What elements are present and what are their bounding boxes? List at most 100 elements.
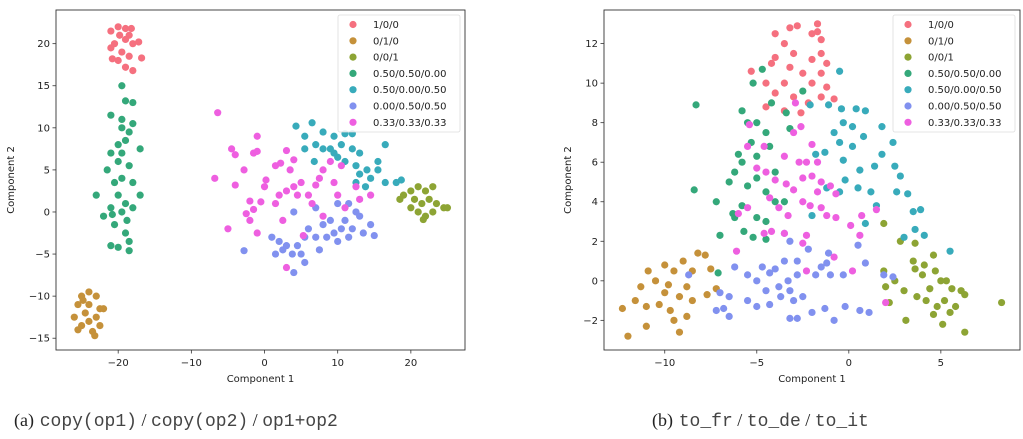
data-point bbox=[791, 99, 800, 107]
data-point bbox=[121, 97, 130, 105]
data-point bbox=[780, 40, 788, 48]
data-point bbox=[121, 229, 130, 237]
data-point bbox=[348, 225, 356, 233]
data-point bbox=[753, 152, 761, 160]
data-point bbox=[734, 150, 742, 158]
data-point bbox=[766, 269, 774, 277]
legend-marker bbox=[349, 69, 357, 77]
legend-label: 0/1/0 bbox=[373, 36, 399, 47]
data-point bbox=[771, 30, 779, 38]
caption-code: to_fr bbox=[678, 412, 733, 432]
legend-box bbox=[337, 14, 461, 133]
data-point bbox=[374, 166, 382, 174]
data-point bbox=[683, 312, 691, 320]
data-point bbox=[758, 65, 766, 73]
legend-marker bbox=[349, 53, 357, 61]
legend-label: 0.50/0.00/0.50 bbox=[373, 85, 447, 96]
data-point bbox=[817, 49, 825, 58]
data-point bbox=[361, 183, 370, 191]
data-point bbox=[136, 191, 144, 199]
legend-marker bbox=[349, 102, 357, 110]
data-point bbox=[308, 199, 316, 208]
data-point bbox=[817, 69, 825, 77]
data-point bbox=[716, 231, 724, 239]
data-point bbox=[701, 251, 709, 259]
data-point bbox=[129, 178, 137, 187]
data-point bbox=[806, 101, 814, 109]
data-point bbox=[771, 176, 779, 184]
data-point bbox=[92, 313, 100, 321]
data-point bbox=[664, 281, 673, 289]
data-point bbox=[118, 82, 126, 90]
legend-marker bbox=[349, 37, 357, 45]
legend-label: 0.00/0.50/0.50 bbox=[373, 102, 447, 113]
data-point bbox=[308, 119, 316, 127]
data-point bbox=[856, 306, 864, 315]
legend-label: 0/1/0 bbox=[928, 36, 954, 47]
data-point bbox=[771, 168, 779, 176]
data-point bbox=[854, 184, 862, 192]
data-point bbox=[279, 216, 287, 224]
data-point bbox=[443, 204, 452, 212]
data-point bbox=[618, 304, 627, 313]
data-point bbox=[797, 109, 805, 117]
data-point bbox=[282, 242, 291, 250]
data-point bbox=[762, 103, 770, 111]
data-point bbox=[123, 216, 131, 224]
data-point bbox=[92, 292, 100, 300]
legend-marker bbox=[904, 37, 912, 45]
caption-sep: / bbox=[732, 410, 747, 430]
caption-code: copy(op2) bbox=[150, 412, 249, 432]
data-point bbox=[880, 271, 888, 279]
data-point bbox=[99, 305, 108, 313]
data-point bbox=[334, 199, 342, 208]
data-point bbox=[341, 204, 349, 212]
caption-code: to_de bbox=[746, 412, 801, 432]
data-point bbox=[848, 142, 857, 150]
x-tick-label: −10 bbox=[654, 358, 675, 369]
data-point bbox=[854, 241, 862, 249]
data-point bbox=[334, 237, 342, 246]
data-point bbox=[107, 111, 115, 119]
data-point bbox=[675, 293, 684, 301]
data-point bbox=[74, 326, 82, 334]
data-point bbox=[775, 204, 783, 212]
data-point bbox=[107, 27, 115, 35]
data-point bbox=[732, 247, 741, 255]
x-tick-label: −20 bbox=[108, 358, 129, 369]
data-point bbox=[848, 267, 857, 275]
data-point bbox=[240, 247, 248, 255]
data-point bbox=[211, 174, 219, 182]
data-point bbox=[789, 93, 798, 101]
data-point bbox=[624, 332, 632, 340]
data-point bbox=[707, 265, 715, 273]
data-point bbox=[839, 119, 847, 127]
data-point bbox=[911, 265, 919, 273]
data-point bbox=[808, 308, 816, 317]
data-point bbox=[861, 107, 869, 115]
data-point bbox=[312, 141, 320, 149]
data-point bbox=[740, 227, 748, 235]
legend-marker bbox=[349, 118, 357, 126]
data-point bbox=[793, 314, 801, 322]
data-point bbox=[675, 328, 684, 336]
data-point bbox=[79, 296, 87, 304]
data-point bbox=[766, 142, 774, 150]
data-point bbox=[937, 277, 945, 285]
data-point bbox=[867, 188, 875, 196]
data-point bbox=[397, 176, 405, 184]
data-point bbox=[74, 300, 82, 309]
data-point bbox=[767, 99, 776, 107]
y-tick-label: 12 bbox=[585, 39, 598, 50]
scatter-plot-a: −20 −10 0 10 20 −15 −10 −5 0 5 10 15 20 Component 1 Co… bbox=[6, 9, 466, 385]
data-point bbox=[138, 54, 146, 62]
x-tick-label: 10 bbox=[331, 358, 344, 369]
data-point bbox=[793, 271, 801, 279]
data-point bbox=[762, 235, 770, 243]
data-point bbox=[856, 166, 864, 174]
data-point bbox=[782, 180, 790, 188]
y-tick-label: −15 bbox=[29, 334, 50, 345]
data-point bbox=[367, 221, 375, 229]
caption-code: copy(op1) bbox=[39, 412, 137, 432]
